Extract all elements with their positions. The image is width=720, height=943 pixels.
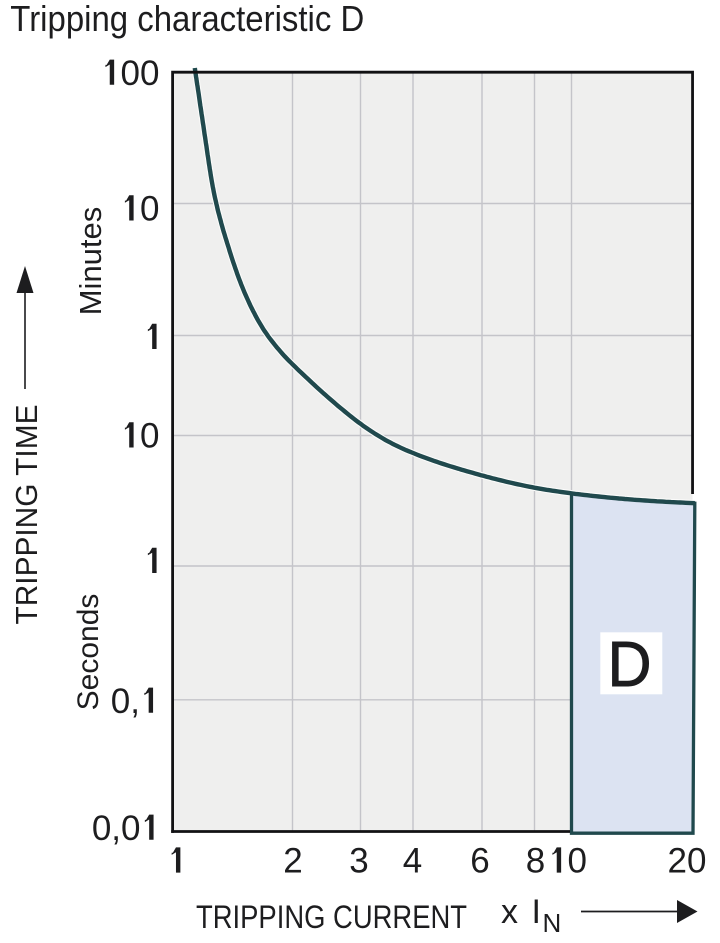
svg-text:TRIPPING TIME: TRIPPING TIME — [9, 405, 44, 625]
svg-text:,: , — [111, 809, 121, 848]
svg-text:N: N — [543, 908, 562, 938]
svg-text:0: 0 — [121, 809, 140, 848]
svg-text:0: 0 — [140, 54, 159, 93]
svg-text:,: , — [130, 682, 140, 721]
svg-text:2: 2 — [668, 842, 687, 881]
svg-text:0: 0 — [92, 809, 111, 848]
svg-text:D: D — [608, 628, 652, 700]
svg-text:0: 0 — [568, 842, 587, 881]
svg-text:0: 0 — [121, 54, 140, 93]
svg-text:TRIPPING CURRENT: TRIPPING CURRENT — [196, 899, 467, 935]
svg-text:0: 0 — [140, 417, 159, 456]
svg-text:Seconds: Seconds — [72, 594, 105, 711]
svg-text:2: 2 — [283, 842, 302, 881]
svg-text:Tripping characteristic D: Tripping characteristic D — [10, 0, 364, 39]
svg-text:I: I — [532, 893, 541, 931]
svg-text:0: 0 — [111, 682, 130, 721]
svg-text:6: 6 — [470, 842, 489, 881]
svg-text:Minutes: Minutes — [73, 207, 108, 316]
svg-text:4: 4 — [403, 842, 422, 881]
svg-text:3: 3 — [349, 842, 368, 881]
svg-text:x: x — [501, 893, 518, 931]
svg-text:8: 8 — [526, 842, 545, 881]
svg-text:0: 0 — [140, 190, 159, 229]
svg-text:0: 0 — [687, 842, 706, 881]
